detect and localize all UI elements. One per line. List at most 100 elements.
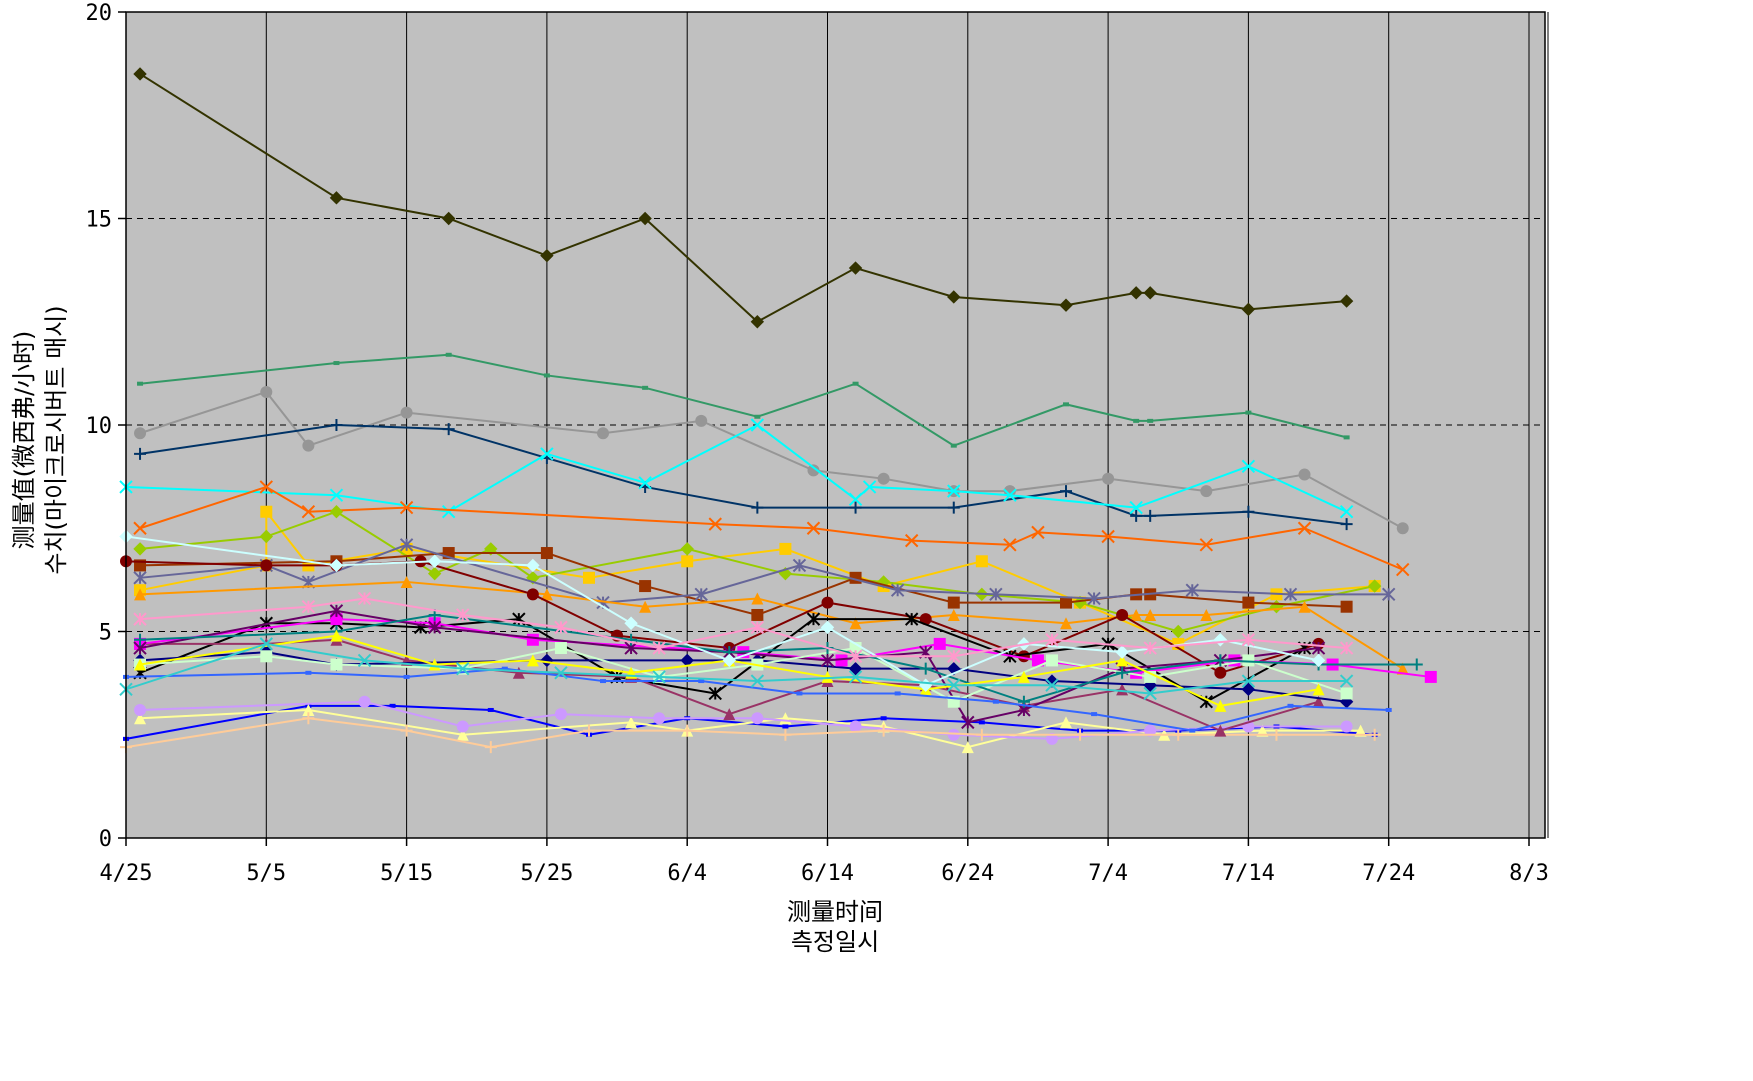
data-point-5 (652, 670, 666, 684)
data-point-9 (1115, 645, 1129, 659)
data-point-7 (947, 501, 960, 514)
data-point-10 (1116, 608, 1129, 621)
data-point-9 (1130, 509, 1143, 522)
data-point-1 (333, 361, 340, 366)
data-point-3 (487, 707, 494, 712)
y-axis-title-secondary: 수치(마이크로시버트 매시) (42, 305, 70, 574)
series-5 (133, 480, 1410, 577)
series-10 (134, 575, 1409, 675)
data-point-4 (600, 679, 607, 684)
data-point-0 (134, 703, 147, 716)
data-point-5 (820, 653, 835, 668)
data-point-2 (329, 505, 344, 519)
data-point-0 (133, 542, 147, 556)
x-tick-label: 5/25 (520, 861, 573, 886)
data-point-9 (1087, 591, 1101, 606)
data-point-4 (554, 642, 567, 655)
data-point-10 (1241, 682, 1256, 697)
data-point-6 (852, 381, 859, 386)
data-point-12 (1340, 518, 1353, 531)
data-point-4 (597, 427, 610, 440)
series-2 (134, 385, 1409, 535)
data-point-4 (708, 517, 722, 531)
data-point-8 (1060, 716, 1073, 729)
data-point-3 (625, 716, 638, 729)
data-point-5 (582, 571, 595, 584)
data-point-6 (820, 620, 835, 635)
data-point-11 (1297, 521, 1312, 535)
data-point-1 (305, 670, 312, 675)
data-point-2 (540, 588, 553, 601)
data-point-11 (1298, 600, 1311, 613)
data-point-10 (1129, 500, 1143, 515)
data-point-6 (681, 555, 694, 568)
data-point-11 (1245, 410, 1252, 415)
data-point-11 (1242, 654, 1255, 667)
data-point-7 (1060, 617, 1073, 630)
data-point-5 (751, 608, 764, 621)
data-point-11 (1171, 624, 1185, 639)
x-tick-label: 8/3 (1509, 861, 1549, 886)
data-point-5 (750, 315, 765, 329)
data-point-7 (894, 691, 901, 696)
series-4 (119, 418, 1354, 519)
data-point-6 (779, 728, 792, 741)
data-point-13 (1396, 522, 1409, 535)
data-point-2 (427, 620, 442, 635)
data-point-12 (1368, 728, 1381, 741)
data-point-3 (456, 608, 470, 622)
data-point-11 (1340, 720, 1353, 733)
data-point-2 (260, 505, 273, 518)
x-axis-title: 测量时间 (787, 898, 883, 926)
data-point-6 (723, 708, 736, 721)
data-point-9 (1003, 488, 1017, 502)
data-point-12 (1396, 562, 1410, 577)
data-point-6 (807, 464, 820, 477)
data-point-9 (1045, 678, 1059, 692)
data-point-1 (301, 600, 316, 614)
data-point-7 (880, 716, 887, 721)
data-point-7 (821, 596, 834, 609)
data-point-11 (1241, 633, 1256, 647)
data-point-4 (642, 385, 649, 390)
data-point-10 (1172, 728, 1185, 741)
data-point-12 (1381, 587, 1396, 602)
data-point-7 (862, 480, 877, 494)
data-point-7 (1003, 538, 1017, 552)
data-point-9 (1045, 633, 1059, 647)
data-point-3 (540, 248, 554, 263)
data-point-2 (301, 505, 316, 519)
data-point-6 (919, 662, 932, 675)
data-point-12 (1343, 435, 1350, 440)
data-point-0 (134, 712, 147, 725)
data-point-2 (357, 591, 372, 606)
series-line-24 (125, 535, 1319, 687)
data-point-6 (933, 637, 946, 650)
data-point-6 (796, 691, 803, 696)
data-point-0 (134, 447, 147, 460)
data-point-7 (848, 670, 863, 684)
data-point-1 (329, 191, 344, 205)
data-point-11 (1200, 485, 1213, 498)
data-point-8 (1130, 608, 1143, 621)
data-point-11 (1354, 724, 1367, 737)
data-point-1 (400, 575, 413, 588)
series-0 (133, 67, 1354, 329)
series-group (119, 67, 1437, 754)
data-point-8 (1059, 298, 1073, 312)
data-point-9 (1116, 654, 1129, 667)
data-point-3 (427, 566, 442, 581)
x-tick-label: 6/4 (667, 861, 707, 886)
data-point-4 (554, 620, 568, 635)
data-point-2 (400, 724, 413, 737)
data-point-11 (1242, 596, 1255, 609)
data-point-10 (1143, 286, 1157, 300)
series-3 (134, 419, 1353, 531)
data-point-3 (639, 600, 652, 613)
data-point-12 (1385, 707, 1392, 712)
series-26 (119, 637, 1354, 701)
data-point-3 (399, 538, 414, 552)
data-point-0 (133, 571, 147, 585)
data-point-6 (792, 558, 807, 573)
